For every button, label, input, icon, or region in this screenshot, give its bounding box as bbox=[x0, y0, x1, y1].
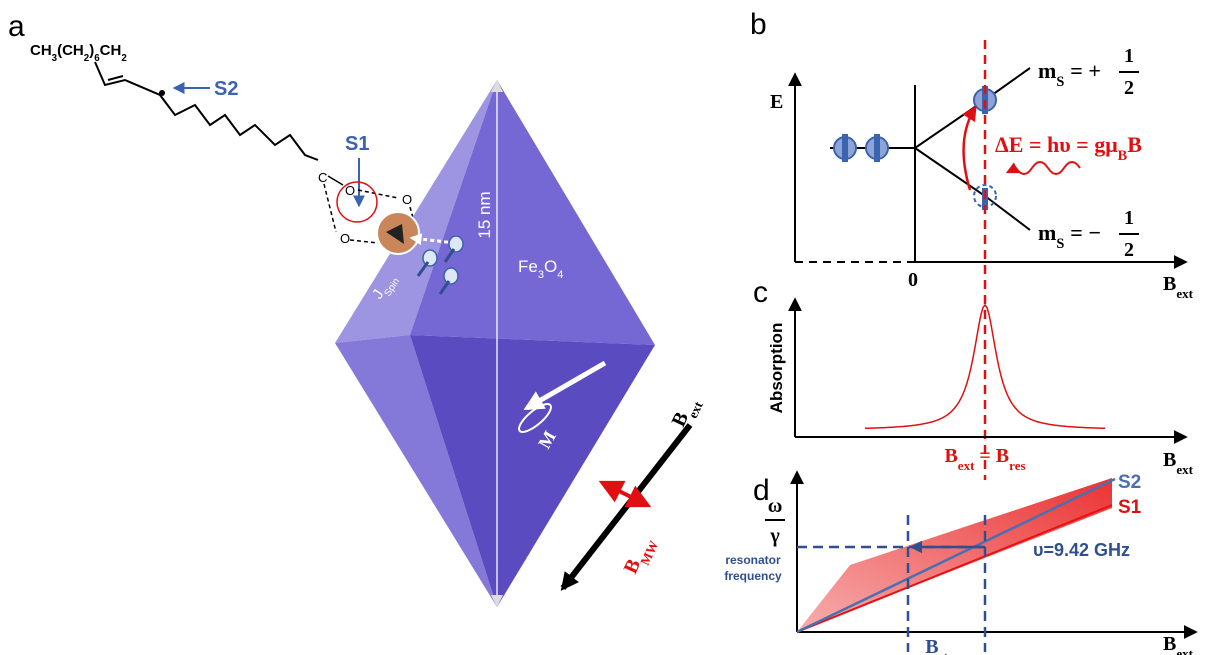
panel-label: a bbox=[8, 10, 25, 43]
shape bbox=[449, 236, 463, 252]
formula-part: B bbox=[1127, 132, 1142, 157]
x-axis-label: Bext bbox=[1163, 449, 1194, 477]
formula-part: CH bbox=[30, 42, 52, 59]
lower-state: mS = − bbox=[1038, 220, 1101, 252]
symbol: B bbox=[1163, 449, 1176, 471]
formula-part: ext bbox=[958, 458, 975, 473]
panel-a: a CH3(CH2)6CH2 S2 S1 C O O O bbox=[8, 10, 415, 246]
scale-tip bbox=[491, 80, 503, 92]
formula-part: 2 bbox=[121, 53, 127, 64]
formula-part: res bbox=[1009, 458, 1025, 473]
y-axis-label: Absorption bbox=[767, 323, 786, 414]
b-stray-label: Bstray bbox=[925, 636, 967, 655]
s1-label: S1 bbox=[345, 133, 369, 155]
subscript: ext bbox=[1176, 286, 1193, 301]
panel-d: d ω γ S2 S1 resonator frequency υ=9.42 G… bbox=[724, 472, 1195, 655]
sign: = + bbox=[1070, 58, 1101, 83]
numerator: 1 bbox=[1124, 45, 1134, 67]
figure: a CH3(CH2)6CH2 S2 S1 C O O O 15 nm Fe3O4… bbox=[0, 0, 1224, 655]
atom: O bbox=[402, 192, 412, 207]
panel-b: b E 0 Bext mS= + 1 2 mS= − 1 2 ΔE = hυ =… bbox=[750, 8, 1194, 480]
s2-label: S2 bbox=[1118, 472, 1141, 493]
scale-tip bbox=[491, 595, 503, 607]
resonator-label: resonator bbox=[725, 553, 781, 567]
denominator: 2 bbox=[1124, 77, 1134, 99]
double-bond bbox=[108, 76, 123, 80]
numerator: 1 bbox=[1124, 207, 1134, 229]
formula-part: Fe bbox=[518, 257, 538, 276]
subscript: ext bbox=[1176, 462, 1193, 477]
symbol: m bbox=[1038, 220, 1056, 245]
formula-part: 4 bbox=[557, 269, 563, 281]
upper-state: mS = + bbox=[1038, 58, 1101, 90]
symbol: B bbox=[925, 636, 938, 655]
transition bbox=[964, 108, 975, 190]
x-axis-label: Bext bbox=[1163, 633, 1194, 655]
formula: CH3(CH2)6CH2 bbox=[30, 42, 127, 64]
s1-line bbox=[797, 505, 1112, 632]
chain bbox=[95, 62, 318, 160]
sign: = − bbox=[1070, 220, 1101, 245]
subscript: ext bbox=[1176, 646, 1193, 655]
absorption-curve bbox=[865, 305, 1105, 428]
y-axis-label: E bbox=[770, 91, 783, 113]
s2-label: S2 bbox=[214, 78, 238, 100]
bond bbox=[328, 176, 343, 185]
highlight-circle bbox=[337, 182, 377, 222]
subscript: S bbox=[1056, 236, 1064, 252]
formula-part: (CH bbox=[57, 42, 84, 59]
frequency-label: υ=9.42 GHz bbox=[1033, 540, 1130, 560]
b-ext-label: Bext bbox=[668, 393, 706, 432]
subscript: MW bbox=[637, 538, 661, 567]
formula-part: CH bbox=[100, 42, 122, 59]
formula-part: O bbox=[544, 257, 557, 276]
size-label: 15 nm bbox=[475, 191, 494, 238]
atom: O bbox=[340, 231, 350, 246]
resonance-condition: ΔE = hυ = gμBB bbox=[995, 132, 1142, 164]
atom: C bbox=[318, 170, 327, 185]
subscript: stray bbox=[939, 649, 968, 655]
b-mw-label: BMW bbox=[620, 533, 661, 580]
panel-label: b bbox=[750, 8, 767, 41]
symbol: m bbox=[1038, 58, 1056, 83]
formula-part: B bbox=[944, 445, 957, 467]
panel-c: c Absorption Bext = Bres Bext bbox=[753, 276, 1194, 477]
gamma: γ bbox=[769, 525, 780, 547]
denominator: 2 bbox=[1124, 239, 1134, 261]
x-axis-label: Bext bbox=[1163, 273, 1194, 301]
radical bbox=[159, 90, 165, 96]
formula-part: ΔE = hυ = gμ bbox=[995, 132, 1118, 157]
panel-label: c bbox=[753, 276, 768, 309]
formula-part: = B bbox=[974, 445, 1009, 467]
shape bbox=[444, 268, 458, 284]
microwave bbox=[1008, 162, 1080, 174]
subscript: S bbox=[1056, 74, 1064, 90]
resonator-label: frequency bbox=[724, 569, 782, 583]
symbol: B bbox=[1163, 273, 1176, 295]
symbol: B bbox=[1163, 633, 1176, 655]
formula-part: B bbox=[1118, 148, 1128, 164]
s1-label: S1 bbox=[1118, 497, 1142, 518]
omega: ω bbox=[768, 495, 783, 517]
origin-label: 0 bbox=[908, 269, 918, 291]
